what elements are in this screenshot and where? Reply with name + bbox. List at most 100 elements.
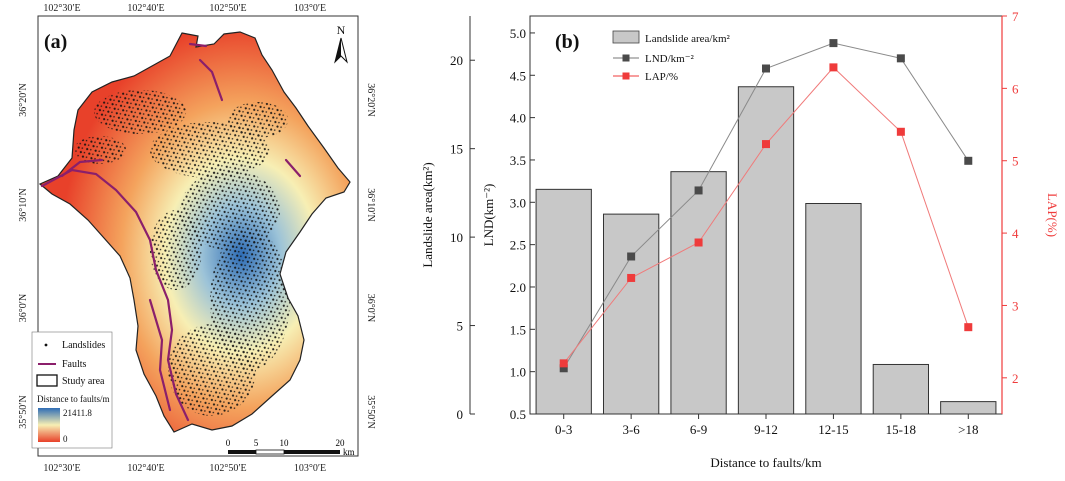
landslide-area-axis: 0 5 10 15 20 [450,16,475,422]
right-tick-label-4: 6 [1012,81,1019,96]
x-tick-label-3: 9-12 [754,422,778,437]
legend-lnd-marker [622,54,630,62]
bottom-tick-3: 102°50′E [209,463,246,474]
distance-colorbar [38,408,60,442]
outer-tick-label-1: 5 [457,319,464,334]
lnd-axis: 0.5 1.0 1.5 2.0 2.5 3.0 3.5 4.0 4.5 5.0 [510,26,535,422]
inner-tick-label-9: 5.0 [510,26,526,41]
legend-landslides: Landslides [62,340,105,351]
lnd-line-point-4 [762,64,770,73]
top-tick-1: 102°30′E [43,3,80,14]
map-bottom-ticks: 102°30′E 102°40′E 102°50′E 103°0′E [43,463,326,474]
right-tick-4: 35°50′N [365,395,376,428]
x-tick-label-2: 6-9 [690,422,707,437]
legend-max-value: 21411.8 [63,408,92,418]
left-tick-2: 36°10′N [18,188,29,221]
inner-tick-label-1: 1.0 [510,365,526,380]
fault-lines [40,42,302,422]
legend-area-swatch [612,30,640,44]
lap-line-point-5 [829,63,838,72]
inner-tick-label-2: 1.5 [510,322,526,337]
scale-unit: km [343,447,355,457]
outer-tick-label-3: 15 [450,142,463,157]
top-tick-2: 102°40′E [127,3,164,14]
right-tick-label-3: 5 [1012,154,1019,169]
lnd-series [559,39,973,373]
top-tick-3: 102°50′E [209,3,246,14]
lnd-line-point-1 [559,364,568,373]
x-axis-label: Distance to faults/km [710,455,821,470]
inner-tick-label-7: 4.0 [510,111,526,126]
lap-line-point-2 [627,273,636,282]
right-tick-label-2: 4 [1012,226,1019,241]
scale-tick-0: 0 [226,438,231,448]
outer-tick-label-0: 0 [457,407,464,422]
legend-lap-marker [622,72,630,80]
map-frame [37,15,359,457]
study-area-icon [36,374,58,387]
bar-4 [737,86,795,415]
right-tick-label-5: 7 [1012,9,1019,24]
legend-study-area: Study area [62,376,105,387]
legend-min-value: 0 [63,434,68,444]
y-inner-label: LND(km⁻²) [481,184,496,247]
panel-a-label: (a) [44,31,67,53]
bar-3 [670,171,727,415]
inner-tick-label-0: 0.5 [510,407,526,422]
north-label: N [337,23,346,37]
left-tick-4: 35°50′N [18,395,29,428]
panel-b-label: (b) [555,31,579,53]
map-left-ticks: 36°20′N 36°10′N 36°0′N 35°50′N [18,83,29,428]
lap-line-point-3 [694,238,703,247]
lap-series [559,63,973,368]
landslide-dots [74,90,290,416]
legend-area-label: Landslide area/km² [645,33,731,45]
bar-7 [940,401,997,415]
outer-tick-label-4: 20 [450,53,463,68]
bar-2 [602,213,660,415]
right-tick-label-1: 3 [1012,298,1019,313]
left-tick-3: 36°0′N [18,294,29,322]
north-arrow: N [334,23,348,64]
lnd-line-point-3 [694,186,703,195]
legend-faults: Faults [62,359,87,370]
map-legend: Landslides Faults Study area Distance to… [31,331,113,449]
bar-1 [535,188,592,415]
legend-lap-label: LAP/% [645,71,678,83]
scale-tick-5: 5 [254,438,259,448]
outer-tick-label-2: 10 [450,230,463,245]
lap-line-point-4 [762,140,770,149]
x-tick-label-1: 3-6 [622,422,640,437]
lnd-line-point-5 [829,39,838,48]
map-top-ticks: 102°30′E 102°40′E 102°50′E 103°0′E [43,3,326,14]
right-tick-label-0: 2 [1012,371,1019,386]
lap-line-point-1 [559,359,568,368]
scale-bar: 0 5 10 20 km [226,438,355,457]
right-tick-3: 36°0′N [365,294,376,322]
y-right-label: LAP(%) [1045,193,1060,237]
right-tick-2: 36°10′N [365,188,376,221]
lap-line-point-7 [964,323,973,332]
scale-tick-10: 10 [280,438,290,448]
inner-tick-label-8: 4.5 [510,68,526,83]
landslide-marker-icon [44,343,48,347]
lap-axis: 2 3 4 5 6 7 [1001,9,1019,414]
inner-tick-label-3: 2.0 [510,280,526,295]
map-panel: 102°30′E 102°40′E 102°50′E 103°0′E 102°3… [18,3,376,474]
top-tick-4: 103°0′E [294,3,326,14]
right-tick-1: 36°20′N [365,83,376,116]
x-tick-label-6: >18 [958,422,978,437]
lap-line-point-6 [896,127,905,136]
bottom-tick-2: 102°40′E [127,463,164,474]
chart-panel: (b) 0 5 10 15 20 0.5 1.0 1.5 2.0 2.5 3.0 3.5 4.0 4.5… [420,9,1060,470]
legend-distance-title: Distance to faults/m [37,394,109,404]
legend-lnd-label: LND/km⁻² [645,53,695,65]
bottom-tick-4: 103°0′E [294,463,326,474]
lnd-line-point-6 [896,54,905,63]
y-outer-label: Landslide area(km²) [420,162,435,267]
lnd-line-point-2 [627,252,636,261]
inner-tick-label-5: 3.0 [510,195,526,210]
x-axis: 0-3 3-6 6-9 9-12 12-15 15-18 >18 [555,414,978,437]
bar-6 [872,363,930,415]
